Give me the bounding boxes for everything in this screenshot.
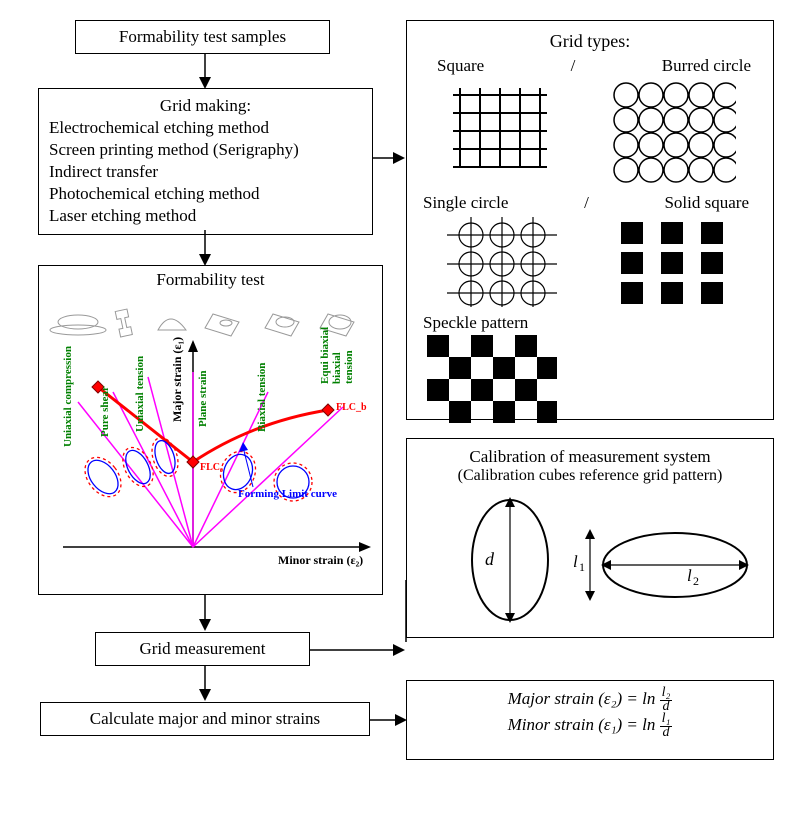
box-grid-measurement: Grid measurement	[95, 632, 310, 666]
box-grid-measurement-label: Grid measurement	[139, 639, 265, 658]
label-burred: Burred circle	[662, 56, 751, 76]
label-square: Square	[437, 56, 484, 76]
grid-single-icon	[447, 217, 557, 307]
arrow-4-calib	[310, 640, 405, 660]
grid-making-item: Screen printing method (Serigraphy)	[49, 139, 362, 161]
grid-making-item: Electrochemical etching method	[49, 117, 362, 139]
panel-equations: Major strain (ε₂) = ln l₂ d Minor strain…	[406, 680, 774, 760]
calib-ellipses: d l 2 l 1	[415, 485, 765, 630]
arrow-1-2	[195, 53, 215, 89]
eq-minor-lhs: Minor strain (ε₁) =	[508, 715, 643, 734]
svg-text:l: l	[573, 552, 578, 571]
svg-text:1: 1	[579, 560, 585, 574]
grid-making-item: Indirect transfer	[49, 161, 362, 183]
grid-making-item: Laser etching method	[49, 205, 362, 227]
arrow-2-3	[195, 230, 215, 266]
svg-text:Equi biaxial: Equi biaxial	[319, 327, 331, 384]
box-test-samples-label: Formability test samples	[119, 27, 286, 46]
svg-text:Forming Limit curve: Forming Limit curve	[238, 488, 337, 500]
svg-text:Major strain (ε₁): Major strain (ε₁)	[170, 337, 184, 422]
svg-text:FLC_b: FLC_b	[336, 402, 367, 413]
box-test-samples: Formability test samples	[75, 20, 330, 54]
arrow-4-5	[195, 665, 215, 701]
svg-text:biaxial: biaxial	[331, 352, 343, 384]
label-speckle: Speckle pattern	[423, 313, 761, 333]
box-formability-test: Formability test	[38, 265, 383, 595]
arrow-3-4	[195, 595, 215, 631]
grid-burred-icon	[606, 80, 736, 185]
flc-chart: FLC₀ FLC_b Major strain (ε₁) Minor strai…	[43, 292, 378, 587]
svg-text:l: l	[687, 566, 692, 585]
eq-major: Major strain (ε₂) = ln l₂ d	[415, 687, 765, 713]
grid-making-item: Photochemical etching method	[49, 183, 362, 205]
eq-minor: Minor strain (ε₁) = ln l₁ d	[415, 713, 765, 739]
svg-text:FLC₀: FLC₀	[200, 462, 223, 473]
svg-text:2: 2	[693, 574, 699, 588]
box-calc-strains-label: Calculate major and minor strains	[90, 709, 320, 728]
grid-types-title: Grid types:	[419, 31, 761, 52]
label-solid: Solid square	[664, 193, 749, 213]
diagram-root: Formability test samples Grid making: El…	[20, 20, 780, 800]
panel-calibration: Calibration of measurement system (Calib…	[406, 438, 774, 638]
calib-title: Calibration of measurement system	[415, 447, 765, 467]
box-grid-making: Grid making: Electrochemical etching met…	[38, 88, 373, 235]
calib-subtitle: (Calibration cubes reference grid patter…	[415, 467, 765, 485]
eq-ln2: ln	[642, 715, 655, 734]
eq-ln: ln	[642, 689, 655, 708]
arrow-5-eq	[370, 710, 407, 730]
svg-text:Pure shear: Pure shear	[99, 386, 111, 437]
label-single: Single circle	[423, 193, 508, 213]
svg-text:tension: tension	[343, 350, 355, 384]
eq-minor-den: d	[660, 727, 673, 740]
grid-solid-icon	[613, 217, 733, 307]
svg-text:d: d	[485, 549, 495, 569]
panel-grid-types: Grid types: Square / Burred circle	[406, 20, 774, 420]
eq-major-lhs: Major strain (ε₂) =	[508, 689, 643, 708]
arrow-2-gridtypes	[373, 148, 405, 168]
svg-text:Plane strain: Plane strain	[197, 370, 209, 427]
box-grid-making-title: Grid making:	[49, 95, 362, 117]
svg-text:Biaxial tension: Biaxial tension	[256, 363, 268, 432]
box-formability-test-title: Formability test	[43, 270, 378, 290]
grid-speckle-icon	[427, 335, 557, 435]
grid-square-icon	[445, 80, 555, 175]
svg-text:Minor strain (ε₂): Minor strain (ε₂)	[278, 553, 363, 567]
box-calc-strains: Calculate major and minor strains	[40, 702, 370, 736]
svg-text:Uniaxial tension: Uniaxial tension	[134, 356, 146, 432]
svg-text:Uniaxial compression: Uniaxial compression	[62, 346, 74, 447]
